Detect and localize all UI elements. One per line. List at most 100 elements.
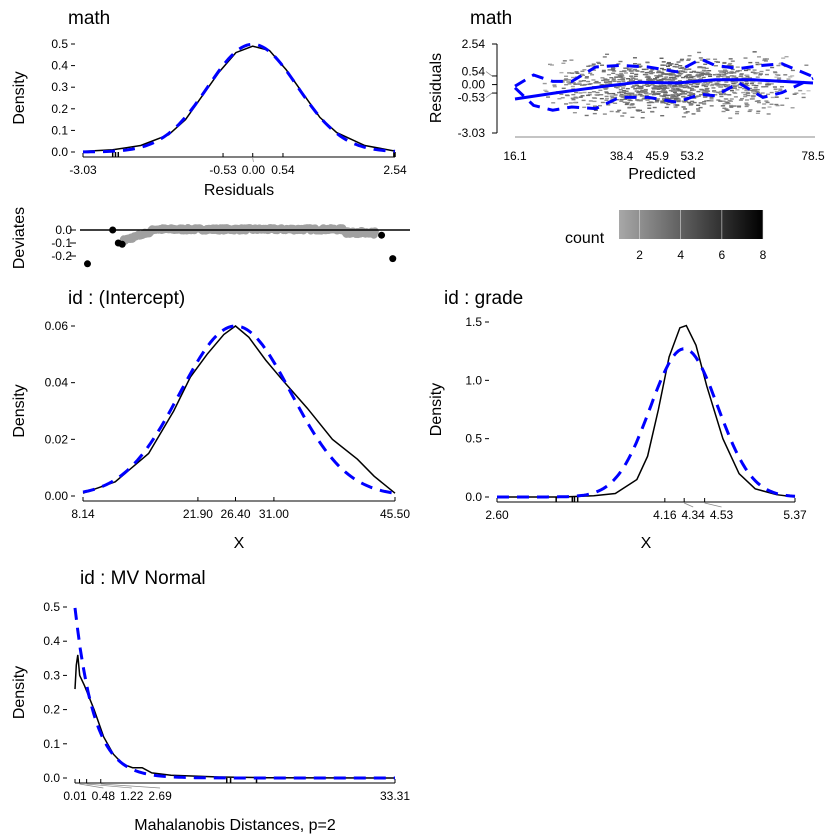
bin-cell <box>765 83 770 86</box>
bin-cell <box>733 96 738 98</box>
bin-cell <box>571 93 576 96</box>
bin-cell <box>640 89 645 92</box>
bin-cell <box>599 84 604 86</box>
bin-cell <box>595 91 600 94</box>
bin-cell <box>606 104 611 106</box>
bin-cell <box>604 99 609 101</box>
bin-cell <box>673 89 678 91</box>
bin-cell <box>594 80 599 83</box>
bin-cell <box>624 103 629 106</box>
bin-cell <box>686 58 691 60</box>
y-tick-label: 0.4 <box>43 634 60 648</box>
bin-cell <box>619 100 624 102</box>
bin-cell <box>761 107 766 109</box>
bin-cell <box>607 81 612 83</box>
bin-cell <box>630 116 635 119</box>
bin-cell <box>681 84 686 87</box>
bin-cell <box>667 79 672 81</box>
bin-cell <box>696 110 701 112</box>
bin-cell <box>610 96 615 99</box>
bin-cell <box>605 97 610 100</box>
x-tick-label: 2.54 <box>383 163 407 177</box>
bin-cell <box>781 57 786 59</box>
bin-cell <box>741 77 746 79</box>
empirical-density-line <box>497 324 796 498</box>
bin-cell <box>790 69 795 72</box>
bin-cell <box>552 85 557 88</box>
bin-cell <box>593 82 598 84</box>
bin-cell <box>631 106 636 109</box>
bin-cell <box>744 105 749 108</box>
bin-cell <box>752 51 757 53</box>
bin-cell <box>640 117 645 119</box>
bin-cell <box>641 98 646 100</box>
bin-cell <box>571 98 576 101</box>
bin-cell <box>671 76 676 79</box>
bin-cell <box>702 101 707 103</box>
bin-cell <box>677 72 682 74</box>
bin-cell <box>698 106 703 109</box>
bin-cell <box>651 93 656 96</box>
bin-cell <box>730 60 735 62</box>
bin-cell <box>648 101 653 103</box>
bin-cell <box>623 72 628 74</box>
bin-cell <box>617 109 622 112</box>
legend-color-bar <box>619 210 763 239</box>
bin-cell <box>577 82 582 84</box>
bin-cell <box>564 103 569 105</box>
empirical-density-line <box>74 654 396 779</box>
bin-cell <box>577 83 582 86</box>
bin-cell <box>660 85 665 87</box>
bin-cell <box>552 84 557 86</box>
bin-cell <box>592 105 597 107</box>
bin-cell <box>745 92 750 94</box>
bin-cell <box>675 88 680 90</box>
bin-cell <box>543 89 548 92</box>
x-axis-label: Residuals <box>204 182 274 199</box>
bin-cell <box>661 77 666 80</box>
bin-cell <box>666 65 671 68</box>
bin-cell <box>588 83 593 85</box>
bin-cell <box>683 96 688 99</box>
bin-cell <box>683 108 688 110</box>
bin-cell <box>611 79 616 81</box>
bin-cell <box>722 61 727 64</box>
bin-cell <box>607 92 612 95</box>
bin-cell <box>691 78 696 80</box>
bin-cell <box>573 96 578 98</box>
legend-tick-label: 4 <box>677 248 684 262</box>
bin-cell <box>673 78 678 80</box>
bin-cell <box>592 69 597 71</box>
bin-cell <box>562 60 567 62</box>
bin-cell <box>586 80 591 83</box>
bin-cell <box>648 93 653 95</box>
tick-leader-line <box>100 783 161 789</box>
bin-cell <box>588 100 593 102</box>
bin-cell <box>634 73 639 76</box>
bin-cell <box>546 96 551 98</box>
bin-cell <box>695 61 700 64</box>
bin-cell <box>735 85 740 87</box>
bin-cell <box>666 68 671 70</box>
bin-cell <box>765 82 770 84</box>
bin-cell <box>617 74 622 77</box>
bin-cell <box>724 98 729 100</box>
y-axis-label: Density <box>11 384 28 437</box>
upper-band-line <box>514 57 814 88</box>
bin-cell <box>649 79 654 81</box>
bin-cell <box>642 90 647 92</box>
bin-cell <box>748 77 753 79</box>
bin-cell <box>680 66 685 69</box>
bin-cell <box>670 72 675 74</box>
x-tick-label: 2.60 <box>485 508 509 522</box>
bin-cell <box>719 95 724 98</box>
bin-cell <box>641 68 646 71</box>
bin-cell <box>624 67 629 69</box>
bin-cell <box>571 76 576 79</box>
bin-cell <box>575 72 580 74</box>
bin-cell <box>732 72 737 74</box>
bin-cell <box>601 79 606 82</box>
bin-cell <box>741 91 746 94</box>
bin-cell <box>769 83 774 85</box>
bin-cell <box>664 76 669 78</box>
